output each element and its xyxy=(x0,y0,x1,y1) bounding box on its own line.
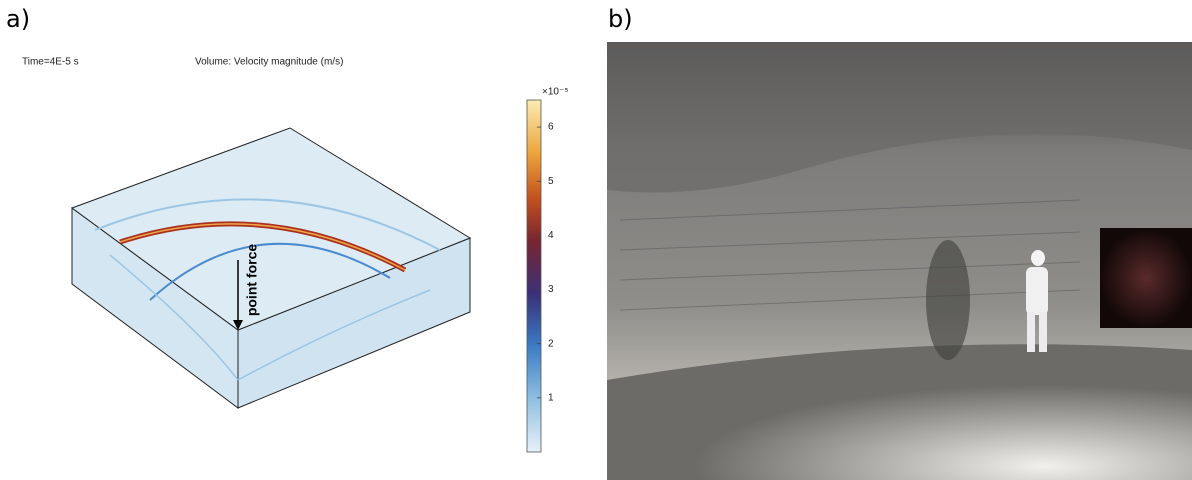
plot-title: Volume: Velocity magnitude (m/s) xyxy=(195,57,343,68)
panel-label: b) xyxy=(608,5,633,33)
panel-label: a) xyxy=(6,5,30,33)
photo xyxy=(607,42,1192,480)
colorbar-tick-label: 1 xyxy=(548,392,554,403)
colorbar-tick-label: 6 xyxy=(548,122,554,133)
colorbar xyxy=(527,100,541,452)
colorbar-tick-label: 5 xyxy=(548,176,554,187)
simulation-block xyxy=(72,128,470,408)
colorbar-tick-label: 4 xyxy=(548,230,554,241)
figure: a) Time=4E-5 s Volume: Velocity magnitud… xyxy=(0,0,1192,480)
time-label: Time=4E-5 s xyxy=(22,57,79,68)
colorbar-tick-label: 2 xyxy=(548,338,554,349)
colorbar-tick-label: 3 xyxy=(548,284,554,295)
annotation: point force xyxy=(244,244,260,317)
colorbar-multiplier: ×10⁻⁵ xyxy=(542,87,568,98)
